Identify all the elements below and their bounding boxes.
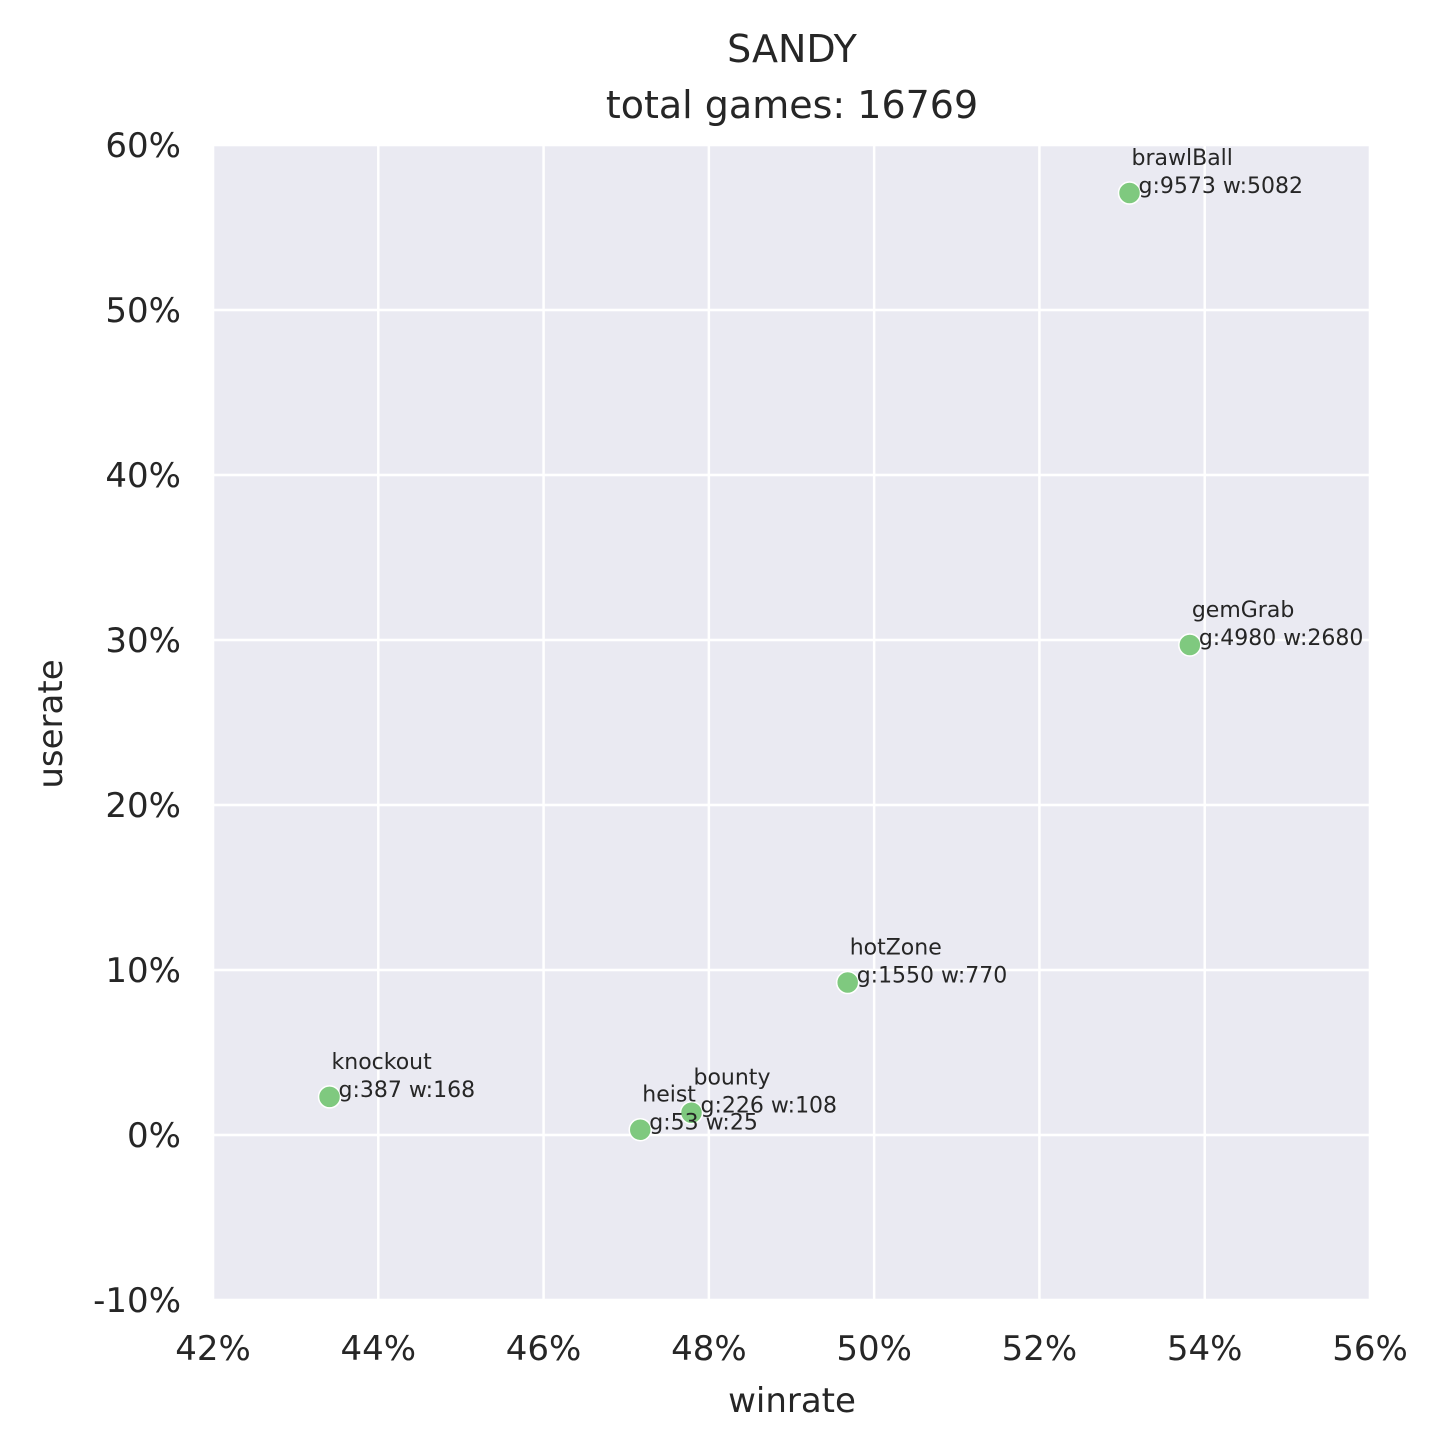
y-tick-label: 20% — [105, 786, 181, 826]
x-tick-label: 48% — [671, 1329, 747, 1369]
data-point-brawlBall — [1117, 181, 1142, 205]
y-tick-label: 40% — [105, 456, 181, 496]
point-name-label: heist — [642, 1083, 696, 1108]
y-axis-ticks: -10% 0% 10% 20% 30% 40% 50% 60% — [93, 126, 181, 1321]
y-tick-label: 30% — [105, 621, 181, 661]
data-point-gemGrab — [1178, 633, 1202, 657]
point-stats-label: g:9573 w:5082 — [1139, 174, 1304, 199]
point-name-label: bounty — [694, 1066, 771, 1091]
x-tick-label: 56% — [1332, 1329, 1408, 1369]
data-point-knockout — [317, 1085, 342, 1109]
x-axis-ticks: 42% 44% 46% 48% 50% 52% 54% 56% — [175, 1329, 1408, 1369]
x-tick-label: 54% — [1167, 1329, 1243, 1369]
point-stats-label: g:1550 w:770 — [857, 964, 1008, 989]
y-tick-label: 10% — [105, 951, 181, 991]
data-points: brawlBall g:9573 w:5082 gemGrab g:4980 w:26… — [317, 146, 1364, 1142]
point-name-label: knockout — [332, 1050, 433, 1075]
grid-lines — [211, 143, 1372, 1302]
x-tick-label: 52% — [1002, 1329, 1078, 1369]
x-axis-label: winrate — [728, 1381, 856, 1421]
data-point-bounty — [679, 1100, 704, 1125]
x-tick-label: 46% — [506, 1329, 582, 1369]
point-stats-label: g:4980 w:2680 — [1199, 626, 1364, 651]
data-point-hotZone — [835, 970, 860, 995]
y-axis-label: userate — [31, 659, 71, 788]
point-name-label: gemGrab — [1192, 598, 1294, 623]
point-name-label: brawlBall — [1132, 146, 1233, 171]
chart-title: SANDY — [727, 27, 857, 71]
x-tick-label: 50% — [836, 1329, 912, 1369]
data-point-heist — [628, 1117, 653, 1142]
y-tick-label: 60% — [105, 126, 181, 166]
y-tick-label: -10% — [93, 1281, 181, 1321]
chart-subtitle: total games: 16769 — [606, 83, 978, 127]
plot-area — [213, 145, 1370, 1300]
point-stats-label: g:387 w:168 — [339, 1078, 476, 1103]
x-tick-label: 42% — [175, 1329, 251, 1369]
point-stats-label: g:226 w:108 — [701, 1094, 838, 1119]
point-stats-label: g:53 w:25 — [649, 1111, 758, 1136]
y-tick-label: 50% — [105, 291, 181, 331]
x-tick-label: 44% — [340, 1329, 416, 1369]
y-tick-label: 0% — [127, 1116, 181, 1156]
point-name-label: hotZone — [850, 936, 942, 961]
